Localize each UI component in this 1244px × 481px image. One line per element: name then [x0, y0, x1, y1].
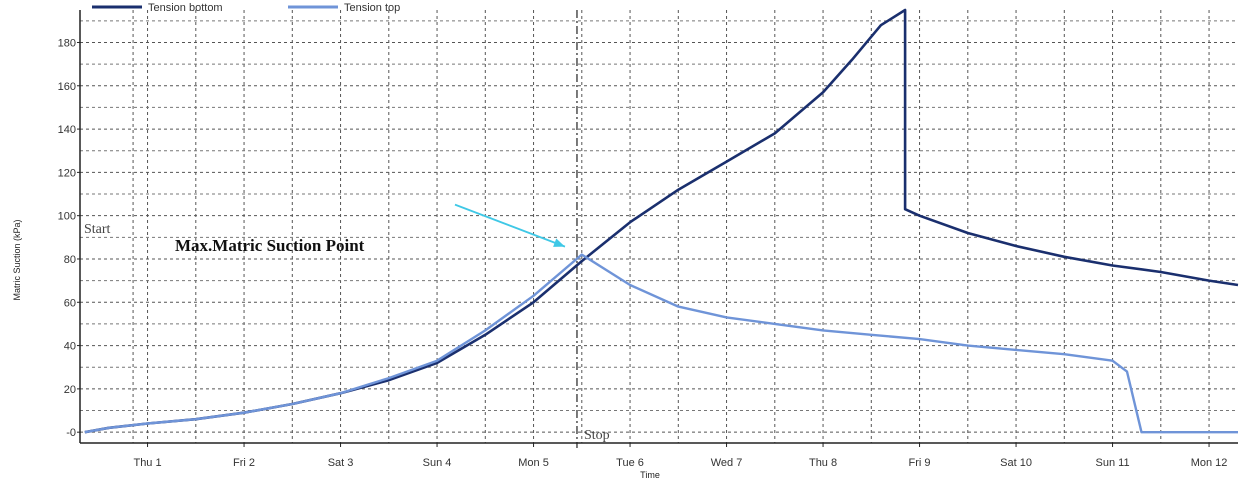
max-point-arrow: [454, 203, 566, 248]
x-tick-label: Mon 5: [518, 457, 549, 469]
grid: [80, 10, 1238, 443]
arrow-head: [553, 238, 565, 247]
start-annotation: Start: [84, 222, 111, 237]
x-tick-label: Fri 2: [233, 457, 255, 469]
y-tick-label: 140: [58, 124, 76, 136]
series-line-tension-bottom: [84, 8, 1239, 434]
legend-label: Tension top: [344, 2, 400, 14]
x-axis-label: Time: [640, 470, 660, 480]
stop-annotation: Stop: [584, 428, 610, 443]
x-tick-label: Sun 4: [423, 457, 452, 469]
ticks-layer: -0 20 40 60 80 100 120 140 160 180 Thu 1 Fri 2 Sat 3…: [58, 37, 1228, 469]
x-tick-label: Sat 10: [1000, 457, 1032, 469]
y-tick-label: 180: [58, 37, 76, 49]
x-tick-label: Wed 7: [711, 457, 743, 469]
series-layer: [84, 8, 1239, 434]
arrow-shaft: [454, 203, 566, 248]
x-tick-label: Mon 12: [1191, 457, 1228, 469]
max-suction-point-label: Max.Matric Suction Point: [175, 236, 365, 255]
legend: Tension bottom Tension top: [92, 2, 400, 14]
y-tick-label: 160: [58, 81, 76, 93]
y-tick-label: 60: [64, 297, 76, 309]
y-tick-label: 20: [64, 384, 76, 396]
series-line-tension-top: [84, 253, 1238, 434]
x-tick-label: Thu 8: [809, 457, 837, 469]
x-tick-label: Tue 6: [616, 457, 644, 469]
axes: [79, 10, 1238, 444]
y-tick-label: 80: [64, 254, 76, 266]
y-tick-label: 40: [64, 341, 76, 353]
y-tick-label: 100: [58, 211, 76, 223]
x-tick-label: Fri 9: [909, 457, 931, 469]
x-tick-label: Thu 1: [133, 457, 161, 469]
x-tick-label: Sat 3: [328, 457, 354, 469]
legend-label: Tension bottom: [148, 2, 223, 14]
y-axis-label: Matric Suction (kPa): [12, 219, 22, 300]
y-tick-label: -0: [66, 427, 76, 439]
y-tick-label: 120: [58, 167, 76, 179]
x-tick-label: Sun 11: [1096, 457, 1130, 469]
